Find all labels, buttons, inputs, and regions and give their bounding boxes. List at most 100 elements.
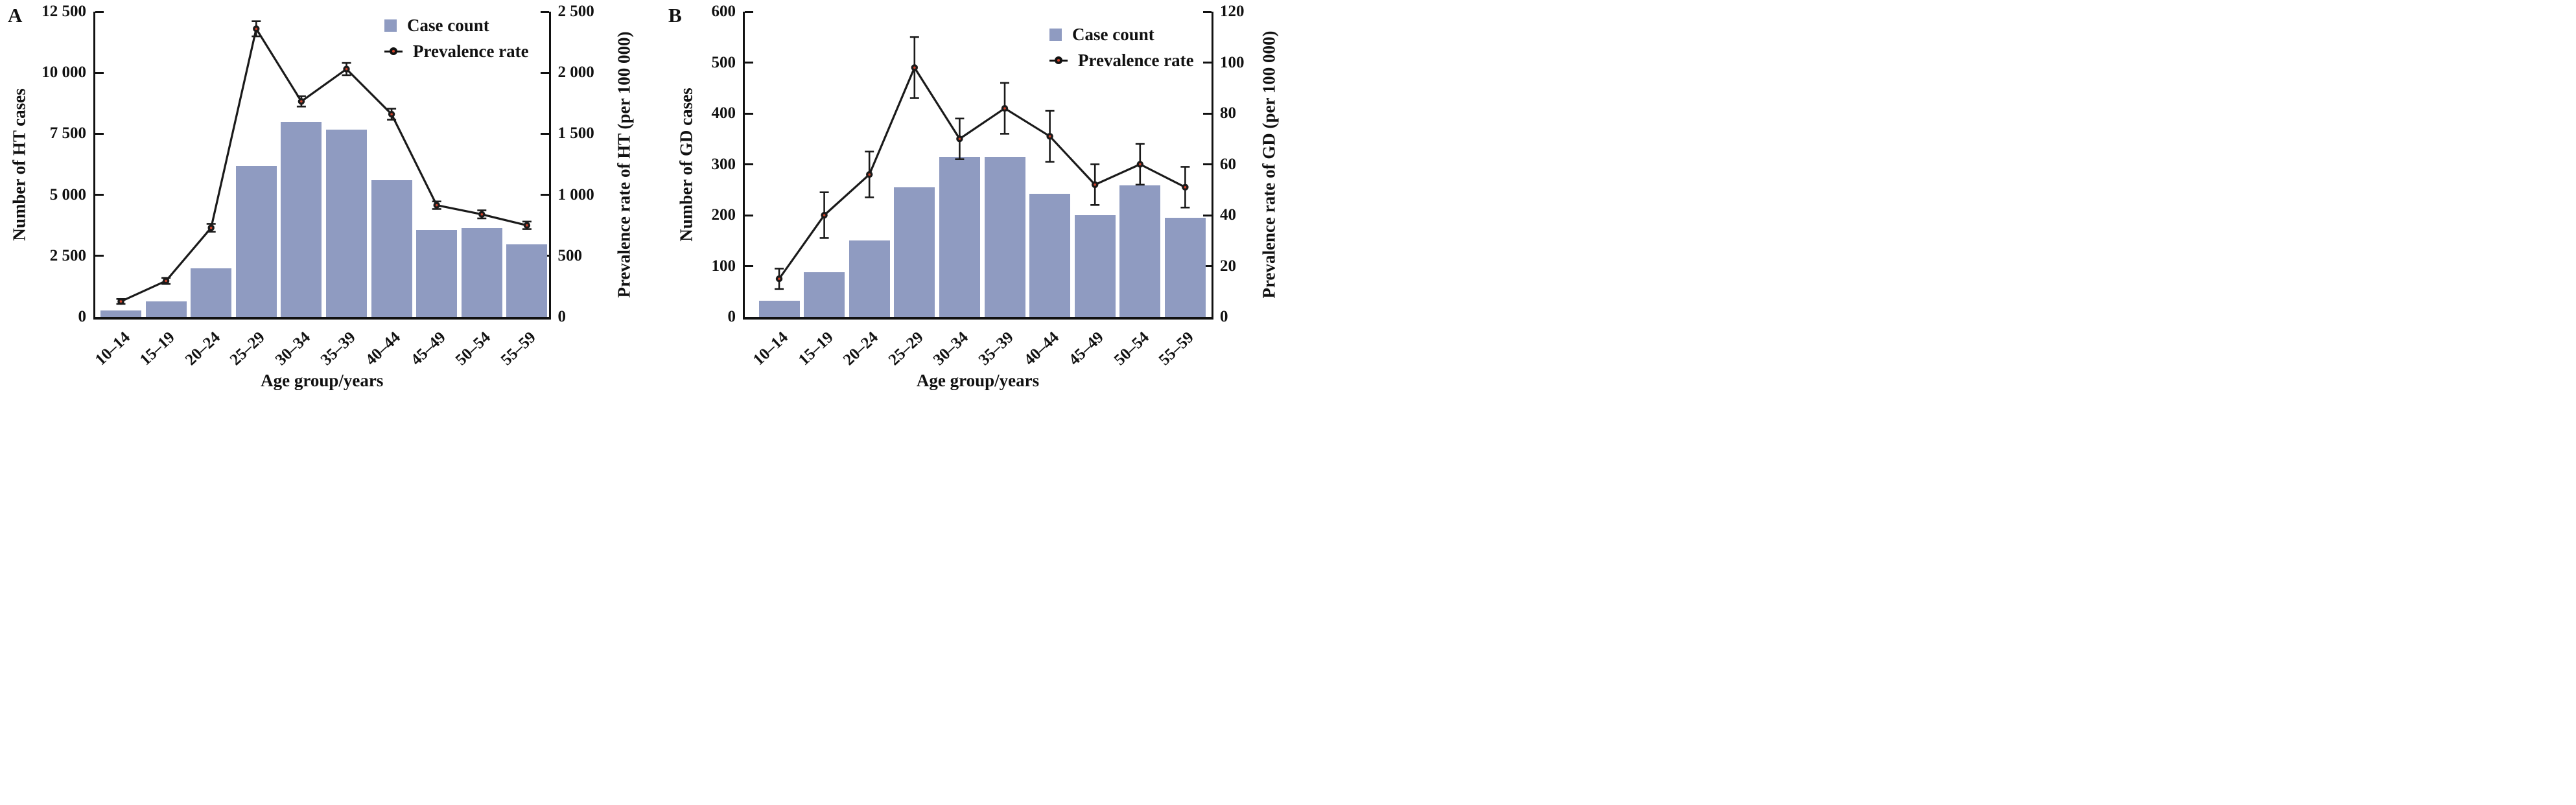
data-point <box>388 111 395 118</box>
left-axis-tick <box>744 62 753 64</box>
left-axis-tick <box>744 214 753 216</box>
left-axis-tick-label: 2 500 <box>49 246 86 264</box>
bar-45–49 <box>1074 215 1116 317</box>
data-point <box>523 222 531 229</box>
legend: Case count Prevalence rate <box>1049 23 1194 71</box>
x-axis-title: Age group/years <box>261 371 384 390</box>
data-point <box>117 298 124 305</box>
right-axis-tick <box>541 132 549 135</box>
left-axis-tick-label: 0 <box>78 308 87 325</box>
right-axis-tick-label: 500 <box>557 246 583 264</box>
data-point-center <box>300 100 303 103</box>
left-axis-tick <box>95 71 104 74</box>
bar-45–49 <box>416 229 458 317</box>
bar-15–19 <box>804 272 845 317</box>
left-axis-tick <box>95 10 104 13</box>
right-axis-tick-label: 40 <box>1220 206 1236 224</box>
panel-label: A <box>8 4 23 27</box>
data-point <box>253 25 260 32</box>
data-point <box>1046 133 1053 140</box>
data-point <box>343 65 350 73</box>
left-axis-tick-label: 500 <box>711 53 736 71</box>
right-axis-tick-label: 20 <box>1220 257 1236 275</box>
left-axis-tick-label: 0 <box>727 308 736 325</box>
right-axis-tick-label: 1 500 <box>557 124 594 143</box>
data-point-center <box>868 173 871 176</box>
data-point-center <box>119 300 123 303</box>
data-point <box>1001 104 1009 112</box>
bar-50–54 <box>1119 185 1161 317</box>
left-axis-tick-label: 10 000 <box>41 64 86 82</box>
left-axis-tick <box>744 10 753 13</box>
left-axis-tick <box>744 265 753 267</box>
data-point <box>866 171 873 178</box>
panel-label: B <box>668 4 682 27</box>
right-axis-tick <box>541 194 549 196</box>
bar-30–34 <box>281 121 322 317</box>
bar-10–14 <box>758 300 800 317</box>
left-axis-title: Number of HT cases <box>9 88 29 241</box>
bar-10–14 <box>100 310 141 317</box>
data-point-center <box>165 279 167 283</box>
legend-item-prevalence-rate: Prevalence rate <box>1049 49 1194 71</box>
left-axis-tick-label: 300 <box>711 155 736 173</box>
left-axis-tick-label: 600 <box>711 3 736 20</box>
data-point-center <box>345 67 348 71</box>
right-axis-tick-label: 100 <box>1220 53 1245 71</box>
left-axis-tick <box>744 163 753 165</box>
right-axis-tick <box>1202 163 1212 165</box>
legend-label: Case count <box>1072 24 1154 44</box>
data-point-center <box>823 214 826 216</box>
right-axis-tick-label: 0 <box>1220 308 1228 325</box>
bar-35–39 <box>326 129 367 317</box>
legend-item-case-count: Case count <box>1049 23 1194 45</box>
data-point-center <box>1003 107 1006 110</box>
line-marker-icon <box>1049 54 1068 67</box>
data-point <box>298 98 305 105</box>
case-count-swatch-icon <box>384 19 397 32</box>
legend: Case count Prevalence rate <box>384 14 529 62</box>
right-axis-tick-label: 60 <box>1220 155 1236 173</box>
legend-label: Prevalence rate <box>413 41 529 61</box>
data-point <box>911 64 919 71</box>
data-point <box>478 211 486 218</box>
right-axis-tick <box>541 10 549 13</box>
legend-item-case-count: Case count <box>384 14 529 36</box>
bar-20–24 <box>191 268 232 317</box>
figure: A Number of HT cases Prevalence rate of … <box>0 0 1288 402</box>
right-axis-tick-label: 80 <box>1220 104 1236 122</box>
data-point-center <box>435 204 438 207</box>
data-point-center <box>1139 163 1142 166</box>
right-axis-tick <box>1202 214 1212 216</box>
left-axis-tick-label: 5 000 <box>49 185 86 204</box>
right-axis-tick-label: 0 <box>557 308 567 325</box>
right-axis-tick <box>1202 112 1212 115</box>
bar-40–44 <box>1029 194 1071 317</box>
data-point-center <box>255 27 258 30</box>
data-point-center <box>1094 183 1096 186</box>
legend-label: Prevalence rate <box>1078 50 1194 70</box>
bar-55–59 <box>1164 217 1206 317</box>
left-axis-tick-label: 200 <box>711 206 736 224</box>
data-point-center <box>1048 135 1051 138</box>
data-point <box>162 277 170 285</box>
right-axis-tick <box>1202 62 1212 64</box>
left-axis-tick <box>744 112 753 115</box>
data-point <box>1092 181 1099 189</box>
data-point-center <box>480 213 484 216</box>
left-axis-tick-label: 400 <box>711 104 736 122</box>
data-point <box>1182 183 1189 191</box>
left-axis-tick <box>95 132 104 135</box>
bar-35–39 <box>984 156 1025 317</box>
data-point-center <box>209 226 213 229</box>
bar-25–29 <box>235 166 277 317</box>
data-point-center <box>958 137 961 141</box>
bar-30–34 <box>939 156 980 317</box>
data-point <box>775 275 783 283</box>
data-point <box>433 202 440 209</box>
left-axis-tick-label: 100 <box>711 257 736 275</box>
legend-item-prevalence-rate: Prevalence rate <box>384 40 529 62</box>
left-axis-tick <box>95 194 104 196</box>
data-point-center <box>778 277 780 280</box>
x-axis-line <box>93 317 551 320</box>
